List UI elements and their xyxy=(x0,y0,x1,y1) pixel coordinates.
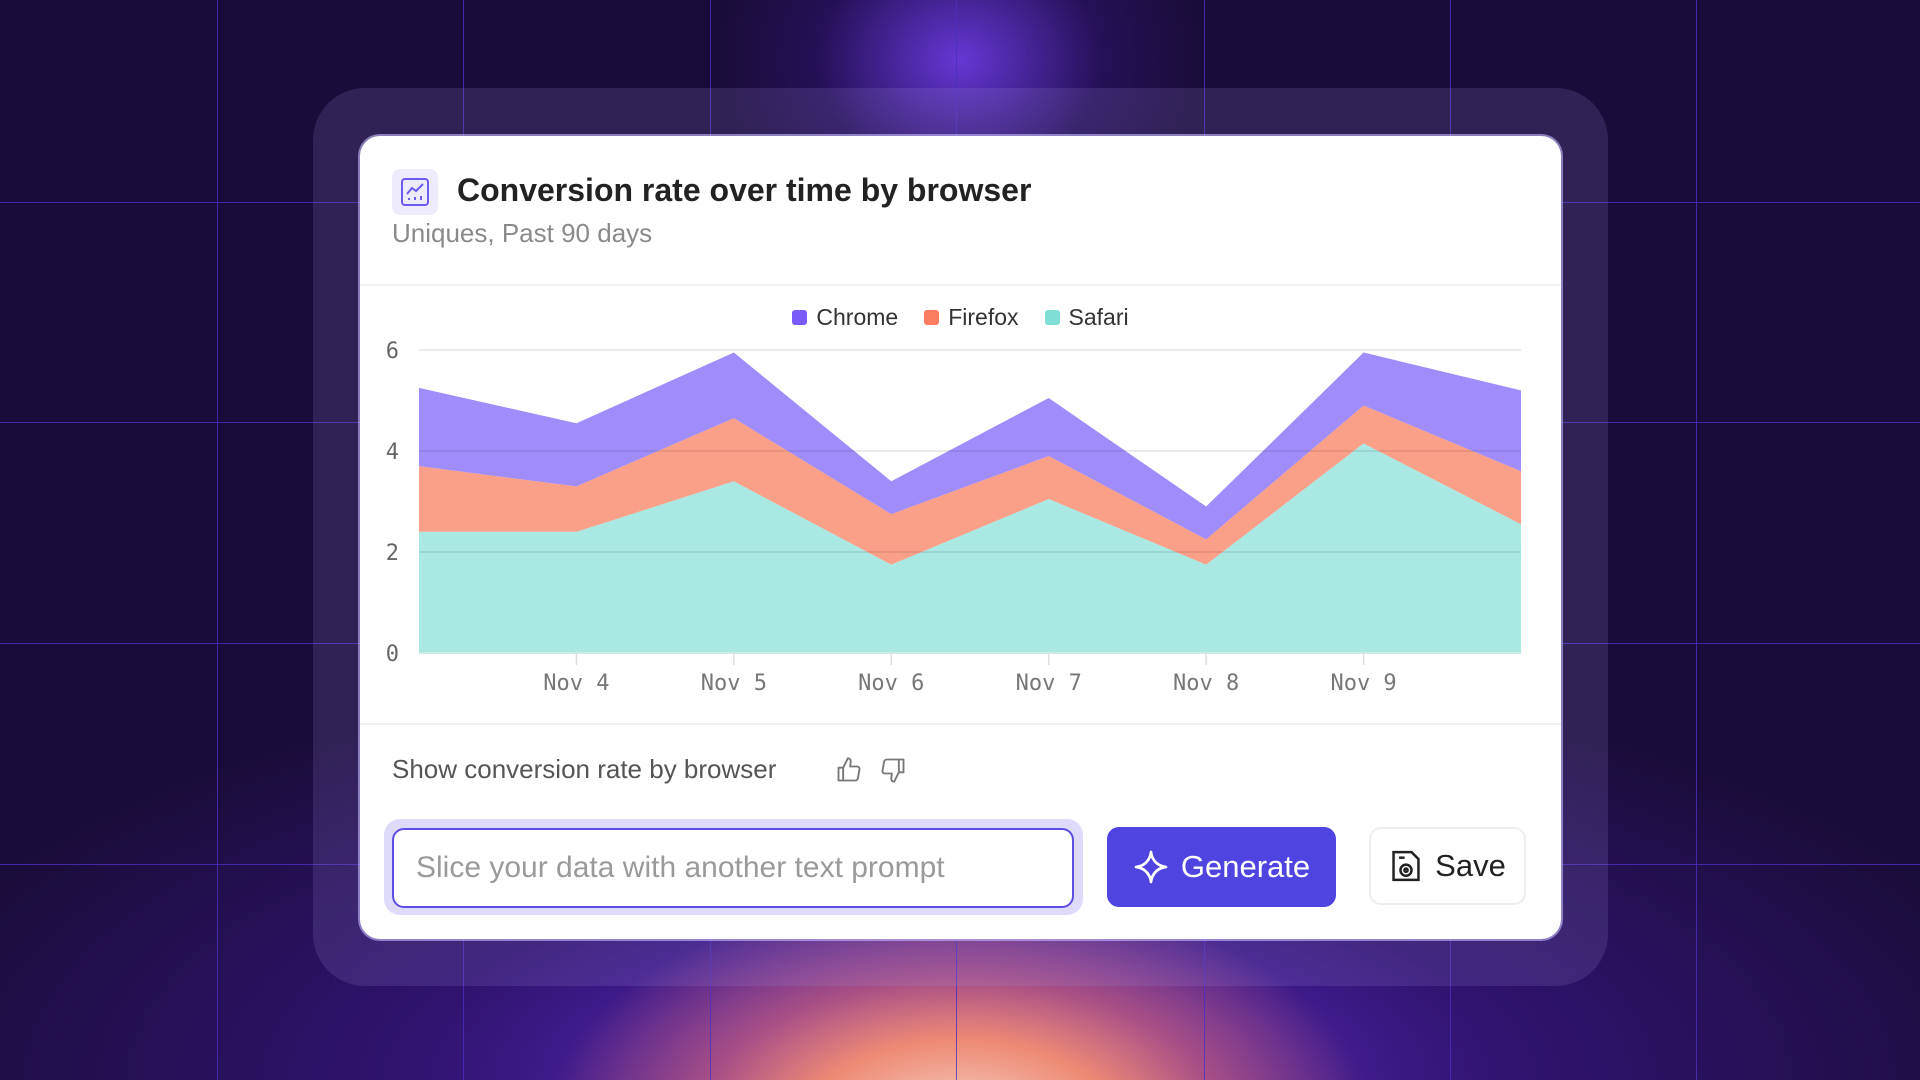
legend-swatch xyxy=(1044,310,1060,325)
legend-item-chrome[interactable]: Chrome xyxy=(792,304,898,331)
divider xyxy=(360,723,1561,725)
line-chart-icon xyxy=(392,169,438,215)
generate-label: Generate xyxy=(1180,849,1311,884)
area-chrome xyxy=(419,352,1521,540)
thumbs-down-icon[interactable] xyxy=(879,756,907,784)
save-icon xyxy=(1392,850,1420,882)
x-tick-label: Nov 6 xyxy=(858,671,924,696)
legend-item-firefox[interactable]: Firefox xyxy=(924,304,1019,331)
thumbs-up-icon[interactable] xyxy=(835,756,863,784)
text-prompt-input[interactable] xyxy=(392,828,1074,908)
legend-label: Safari xyxy=(1068,304,1129,330)
divider xyxy=(360,284,1561,286)
y-tick-label: 2 xyxy=(386,541,399,566)
card-title: Conversion rate over time by browser xyxy=(457,172,1032,208)
legend-item-safari[interactable]: Safari xyxy=(1044,304,1129,331)
x-tick-label: Nov 9 xyxy=(1330,671,1396,696)
sparkle-icon xyxy=(1134,850,1168,884)
y-tick-label: 4 xyxy=(386,440,399,465)
x-tick-label: Nov 5 xyxy=(701,671,767,696)
legend-label: Firefox xyxy=(948,304,1019,330)
legend-swatch xyxy=(792,310,808,325)
save-button[interactable]: Save xyxy=(1369,827,1526,905)
x-tick-label: Nov 7 xyxy=(1016,671,1082,696)
legend-label: Chrome xyxy=(816,304,899,330)
chart-legend: Chrome Firefox Safari xyxy=(360,304,1561,331)
y-tick-label: 0 xyxy=(386,642,399,667)
prompt-text: Show conversion rate by browser xyxy=(392,754,777,784)
legend-swatch xyxy=(924,310,940,325)
generate-button[interactable]: Generate xyxy=(1107,827,1336,907)
save-label: Save xyxy=(1435,848,1506,883)
insight-card: Conversion rate over time by browser Uni… xyxy=(360,136,1561,939)
x-tick-label: Nov 8 xyxy=(1173,671,1239,696)
y-tick-label: 6 xyxy=(386,339,399,364)
card-subtitle: Uniques, Past 90 days xyxy=(392,218,653,248)
x-tick-label: Nov 4 xyxy=(543,671,609,696)
area-safari xyxy=(419,443,1521,653)
stacked-area-chart: 0 2 4 6 Nov 4 Nov 5 Nov 6 Nov 7 Nov 8 Nov 9 xyxy=(386,339,1521,696)
